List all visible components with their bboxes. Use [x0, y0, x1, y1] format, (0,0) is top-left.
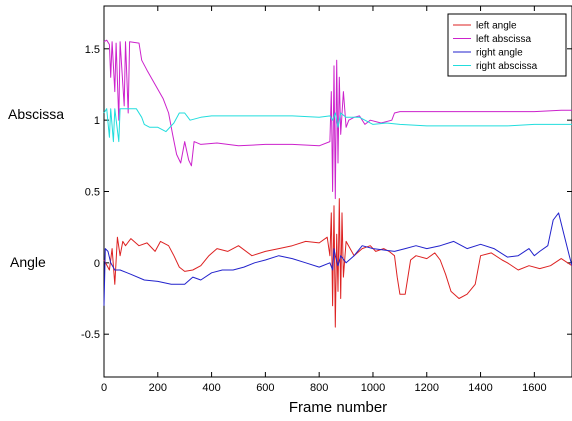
y-tick-label: 1	[94, 115, 100, 127]
legend-entry: left abscissa	[476, 34, 531, 45]
abscissa-side-label: Abscissa	[8, 106, 65, 122]
x-tick-label: 1200	[415, 382, 439, 394]
x-axis-label: Frame number	[289, 399, 387, 416]
legend: left angle left abscissa right angle right …	[447, 13, 567, 77]
legend-entry: left angle	[476, 21, 517, 32]
angle-side-label: Angle	[10, 254, 46, 270]
legend-entry: right angle	[476, 48, 523, 59]
axis-ticks: 0 200 400 600 800 1000 1200 1400 1600 -0.5 0 0.5 1 1.…	[81, 6, 572, 394]
x-tick-label: 1600	[522, 382, 546, 394]
y-tick-label: -0.5	[81, 329, 100, 341]
x-tick-label: 1000	[361, 382, 385, 394]
y-tick-label: 1.5	[85, 44, 100, 56]
legend-entry: right abscissa	[476, 61, 538, 72]
series-line-left-abscissa	[103, 39, 572, 200]
x-tick-label: 0	[101, 382, 107, 394]
series-line-right-abscissa	[103, 108, 572, 143]
x-tick-label: 1400	[468, 382, 492, 394]
x-tick-label: 200	[149, 382, 167, 394]
x-tick-label: 800	[310, 382, 328, 394]
x-tick-label: 600	[256, 382, 274, 394]
x-tick-label: 400	[202, 382, 220, 394]
y-tick-label: 0.5	[85, 187, 100, 199]
series-line-left-angle	[103, 198, 572, 328]
series-lines	[103, 39, 572, 328]
y-tick-label: 0	[94, 258, 100, 270]
series-line-right-angle	[103, 212, 572, 306]
